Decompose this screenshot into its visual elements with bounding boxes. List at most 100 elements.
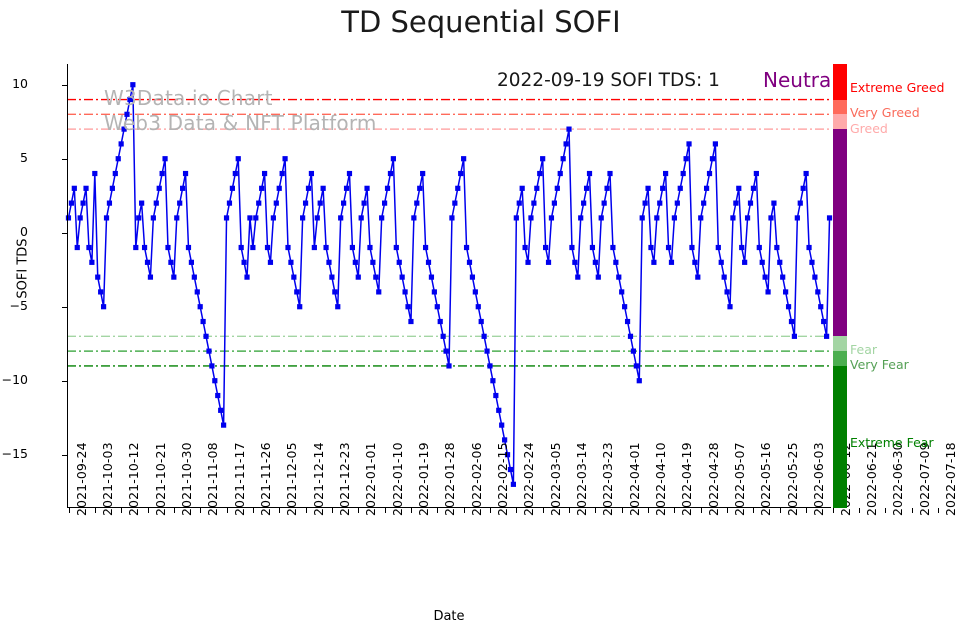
data-point-marker xyxy=(197,304,203,310)
data-point-marker xyxy=(753,170,759,177)
x-tick-mark xyxy=(121,508,123,513)
data-point-marker xyxy=(504,452,511,458)
data-point-marker xyxy=(282,156,288,162)
data-point-marker xyxy=(788,318,795,325)
data-point-marker xyxy=(616,274,622,280)
data-point-marker xyxy=(124,111,130,117)
data-point-marker xyxy=(481,333,487,339)
y-tick-label: 5 xyxy=(20,149,28,165)
data-point-marker xyxy=(727,304,733,310)
data-point-marker xyxy=(188,259,195,265)
x-tick-mark xyxy=(94,508,96,513)
x-tick-mark xyxy=(569,508,570,513)
x-tick-label: 2022-04-28 xyxy=(705,442,721,516)
data-point-marker xyxy=(475,304,481,310)
data-point-marker xyxy=(308,170,315,177)
data-point-marker xyxy=(247,215,253,221)
data-point-marker xyxy=(780,274,786,280)
data-point-marker xyxy=(800,185,806,191)
data-point-marker xyxy=(815,289,821,295)
data-point-marker xyxy=(739,244,745,251)
data-point-marker xyxy=(294,289,300,295)
data-point-marker xyxy=(712,141,718,147)
x-tick-mark xyxy=(753,508,755,513)
x-tick-mark xyxy=(806,508,808,513)
data-point-marker xyxy=(563,141,569,147)
data-point-marker xyxy=(420,170,426,177)
x-tick-label: 2022-04-10 xyxy=(653,442,668,516)
data-point-marker xyxy=(595,274,601,280)
data-point-marker xyxy=(478,318,484,325)
data-point-marker xyxy=(434,304,440,310)
data-point-marker xyxy=(592,259,598,265)
data-point-marker xyxy=(95,274,101,280)
data-point-marker xyxy=(455,185,461,191)
data-point-marker xyxy=(279,170,285,177)
data-point-marker xyxy=(683,156,689,162)
x-tick-label: 2022-05-07 xyxy=(732,442,748,516)
data-point-marker xyxy=(229,185,235,191)
y-tick-label: −10 xyxy=(1,371,28,387)
data-point-marker xyxy=(141,244,148,251)
data-point-marker xyxy=(777,259,783,265)
data-point-marker xyxy=(191,274,197,280)
x-tick-label: 2021-09-24 xyxy=(73,442,89,516)
data-point-marker xyxy=(569,244,575,251)
data-point-marker xyxy=(654,215,660,221)
data-point-marker xyxy=(619,289,625,295)
x-tick-mark xyxy=(410,508,412,513)
data-point-marker xyxy=(651,259,657,265)
x-tick-mark xyxy=(358,508,360,513)
zone-label-extreme-greed: Extreme Greed xyxy=(850,80,945,95)
data-point-marker xyxy=(182,170,189,177)
data-point-marker xyxy=(390,156,396,162)
data-point-marker xyxy=(452,200,458,206)
data-point-marker xyxy=(223,215,230,221)
data-point-marker xyxy=(244,274,250,280)
data-point-marker xyxy=(463,244,470,251)
y-axis-title: SOFI TDS xyxy=(15,238,31,299)
data-point-marker xyxy=(572,259,578,265)
data-point-marker xyxy=(355,274,361,280)
data-point-marker xyxy=(578,215,584,221)
data-point-marker xyxy=(74,244,80,251)
data-point-marker xyxy=(259,185,265,191)
data-point-marker xyxy=(200,318,206,325)
data-point-marker xyxy=(803,170,809,177)
data-point-marker xyxy=(821,318,827,325)
data-point-marker xyxy=(730,215,736,221)
data-point-marker xyxy=(393,244,399,251)
data-point-marker xyxy=(624,318,631,325)
x-tick-mark xyxy=(621,508,623,513)
x-tick-label: 2021-12-05 xyxy=(284,442,300,516)
x-tick-mark xyxy=(252,508,254,513)
data-point-marker xyxy=(103,215,110,221)
data-point-marker xyxy=(692,259,698,265)
data-point-marker xyxy=(159,170,165,177)
data-point-marker xyxy=(212,378,218,384)
data-point-marker xyxy=(352,259,358,265)
data-point-marker xyxy=(98,289,104,295)
data-point-marker xyxy=(168,259,174,265)
data-point-marker xyxy=(133,244,139,251)
data-point-marker xyxy=(721,274,727,280)
data-point-marker xyxy=(379,215,385,221)
x-tick-mark xyxy=(700,508,702,513)
data-point-marker xyxy=(537,170,543,177)
data-point-marker xyxy=(742,259,748,265)
data-point-marker xyxy=(171,274,177,280)
data-point-marker xyxy=(680,170,686,177)
data-point-marker xyxy=(744,215,751,221)
data-point-marker xyxy=(112,170,118,177)
zone-label-greed: Greed xyxy=(850,121,888,136)
y-tick-label: 10 xyxy=(12,75,28,91)
x-tick-label: 2022-05-16 xyxy=(758,442,774,516)
data-point-marker xyxy=(718,259,724,265)
data-point-marker xyxy=(461,156,467,162)
x-tick-mark xyxy=(200,508,202,513)
data-point-marker xyxy=(589,244,596,251)
data-point-marker xyxy=(531,200,537,206)
x-tick-label: 2021-10-30 xyxy=(178,442,194,516)
x-tick-label: 2021-11-17 xyxy=(231,442,247,516)
data-point-marker xyxy=(812,274,818,280)
